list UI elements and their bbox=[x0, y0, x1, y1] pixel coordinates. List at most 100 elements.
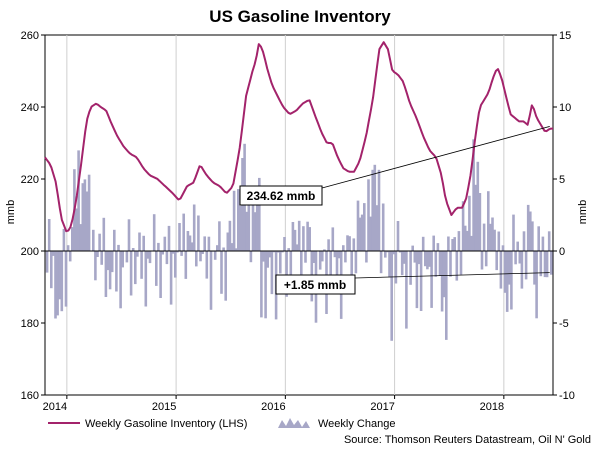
weekly-change-bar bbox=[428, 251, 431, 267]
weekly-change-bar bbox=[505, 251, 509, 312]
weekly-change-bar bbox=[356, 200, 360, 251]
weekly-change-bar bbox=[321, 251, 324, 262]
weekly-change-bar bbox=[432, 235, 435, 251]
weekly-change-bar bbox=[358, 217, 362, 251]
weekly-change-bar bbox=[121, 251, 124, 268]
legend: Weekly Gasoline Inventory (LHS) Weekly C… bbox=[48, 418, 395, 430]
weekly-change-bar bbox=[127, 219, 131, 251]
weekly-change-bar bbox=[491, 217, 494, 251]
weekly-change-bar bbox=[388, 251, 391, 278]
legend-inventory-label: Weekly Gasoline Inventory (LHS) bbox=[85, 418, 247, 430]
weekly-change-bar bbox=[125, 251, 129, 263]
weekly-change-bar bbox=[81, 183, 85, 251]
weekly-change-bar bbox=[283, 237, 286, 251]
weekly-change-bar bbox=[220, 251, 223, 294]
weekly-change-bar bbox=[255, 199, 259, 251]
weekly-change-bar bbox=[497, 231, 501, 251]
weekly-change-bar bbox=[436, 243, 440, 251]
x-axis-tick-label: 2015 bbox=[152, 401, 176, 413]
weekly-change-bar bbox=[415, 251, 419, 309]
weekly-change-bar bbox=[92, 229, 95, 251]
right-axis-tick-label: 10 bbox=[559, 102, 571, 114]
weekly-change-bar bbox=[207, 236, 211, 251]
weekly-change-bar bbox=[484, 251, 488, 267]
weekly-change-bar bbox=[184, 251, 188, 279]
weekly-change-bar bbox=[329, 251, 332, 280]
weekly-change-bar bbox=[396, 221, 400, 251]
weekly-change-bar bbox=[390, 251, 393, 341]
weekly-change-bar bbox=[136, 251, 139, 257]
weekly-change-bar bbox=[327, 239, 330, 251]
weekly-change-bar bbox=[178, 223, 181, 251]
weekly-change-bar bbox=[438, 251, 442, 276]
weekly-change-bar bbox=[213, 251, 217, 260]
weekly-change-bar bbox=[312, 251, 316, 263]
weekly-change-bar bbox=[308, 227, 311, 251]
weekly-change-bar bbox=[379, 251, 383, 274]
weekly-change-bar bbox=[451, 239, 454, 251]
weekly-change-bar bbox=[367, 179, 370, 251]
weekly-change-bar bbox=[394, 251, 398, 284]
weekly-change-bar bbox=[258, 177, 261, 251]
weekly-change-bar bbox=[251, 200, 255, 251]
weekly-change-bar bbox=[96, 251, 99, 257]
weekly-change-bar bbox=[363, 203, 366, 251]
weekly-change-bar bbox=[434, 251, 438, 277]
weekly-change-bar bbox=[297, 220, 301, 251]
weekly-change-bar bbox=[419, 251, 423, 311]
weekly-change-bar bbox=[276, 251, 280, 253]
weekly-change-bar bbox=[547, 231, 551, 251]
weekly-change-bar bbox=[260, 251, 263, 318]
weekly-change-bar bbox=[195, 251, 198, 267]
weekly-change-bar bbox=[503, 251, 507, 293]
weekly-change-bar bbox=[369, 216, 372, 251]
weekly-change-bar bbox=[457, 231, 461, 251]
source-note: Source: Thomson Reuters Datastream, Oil … bbox=[344, 434, 591, 446]
left-axis-tick-label: 260 bbox=[21, 30, 39, 42]
weekly-change-bar bbox=[50, 251, 53, 289]
inventory-line bbox=[44, 41, 553, 233]
weekly-change-bar bbox=[512, 214, 515, 251]
weekly-change-bar bbox=[77, 150, 80, 251]
weekly-change-bar bbox=[381, 203, 385, 251]
weekly-change-bar bbox=[377, 169, 381, 251]
left-axis: 160 180 200 220 240 260 bbox=[21, 30, 45, 402]
weekly-change-bar bbox=[300, 251, 303, 291]
weekly-change-bar bbox=[142, 235, 145, 251]
right-axis-unit: mmb bbox=[577, 200, 589, 224]
weekly-change-bar bbox=[344, 251, 347, 263]
weekly-change-bar bbox=[531, 221, 534, 251]
weekly-change-bar bbox=[323, 249, 326, 251]
weekly-change-bar bbox=[140, 251, 143, 279]
weekly-change-bar bbox=[537, 226, 540, 251]
weekly-change-bar bbox=[266, 251, 269, 268]
weekly-change-bar bbox=[405, 251, 408, 329]
weekly-change-bar bbox=[335, 251, 339, 288]
weekly-change-bar bbox=[83, 179, 87, 251]
weekly-change-bar bbox=[197, 215, 200, 251]
right-axis-tick-label: -10 bbox=[559, 390, 575, 402]
weekly-change-bar bbox=[201, 251, 204, 254]
weekly-change-bar bbox=[224, 251, 227, 301]
weekly-change-bar bbox=[71, 227, 74, 251]
weekly-change-bar bbox=[264, 251, 267, 319]
weekly-change-bar bbox=[545, 251, 549, 278]
weekly-change-bar bbox=[159, 251, 162, 298]
weekly-change-bar bbox=[119, 251, 122, 309]
weekly-change-bar bbox=[45, 251, 49, 273]
weekly-change-bar bbox=[342, 245, 345, 251]
weekly-change-bar bbox=[62, 228, 66, 251]
weekly-change-bar bbox=[445, 251, 448, 340]
weekly-change-bar bbox=[203, 236, 206, 251]
weekly-change-bar bbox=[440, 251, 444, 312]
x-axis-tick-label: 2014 bbox=[43, 401, 67, 413]
weekly-change-bar bbox=[222, 247, 225, 251]
inventory-line-group bbox=[44, 41, 553, 233]
weekly-change-bar bbox=[180, 251, 183, 256]
weekly-change-bar bbox=[516, 241, 519, 251]
weekly-change-bar bbox=[169, 251, 173, 305]
weekly-change-bar bbox=[346, 235, 349, 251]
weekly-change-bar bbox=[209, 251, 213, 310]
weekly-change-bar bbox=[493, 229, 496, 251]
